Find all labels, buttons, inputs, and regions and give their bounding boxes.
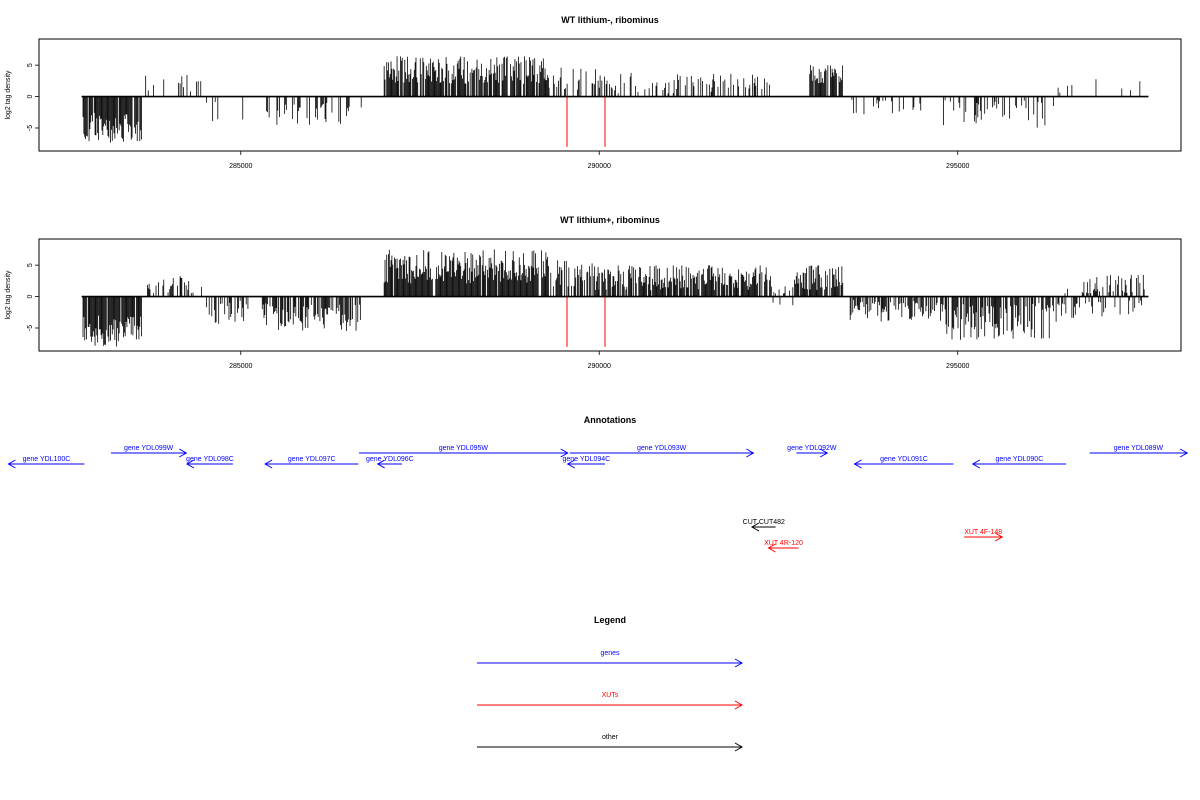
- signal-bars: [82, 56, 1141, 143]
- track-panel-lithium-plus: WT lithium+, ribominus log2 tag density …: [5, 215, 1182, 370]
- arrow-head: [376, 459, 385, 469]
- feature-label: gene YDL091C: [880, 456, 928, 463]
- y-axis-label: log2 tag density: [5, 270, 12, 320]
- feature-label: XUT 4R-120: [764, 540, 803, 547]
- legend-label: genes: [600, 650, 620, 657]
- feature-gene: gene YDL097C: [264, 456, 359, 469]
- feature-label: gene YDL089W: [1114, 445, 1164, 452]
- feature-label: gene YDL094C: [562, 456, 610, 463]
- highlight-bars: [566, 96, 606, 147]
- legend-arrow-head: [734, 700, 744, 710]
- annotations-title: Annotations: [584, 415, 637, 425]
- legend-title: Legend: [594, 615, 626, 625]
- feature-XUT: XUT 4R-120: [764, 540, 803, 553]
- arrow-head: [7, 459, 16, 469]
- plot-frame: [38, 238, 1182, 352]
- feature-XUT: XUT 4F-148: [964, 529, 1004, 542]
- y-tick-label: 0: [27, 95, 34, 99]
- arrow-head: [185, 459, 195, 469]
- y-tick-label: -5: [27, 325, 34, 331]
- feature-label: gene YDL092W: [787, 445, 837, 452]
- feature-gene: gene YDL095W: [359, 445, 569, 458]
- y-tick-label: 0: [27, 295, 34, 299]
- feature-gene: gene YDL093W: [569, 445, 755, 458]
- legend: Legend genes XUTs other: [477, 615, 744, 752]
- feature-label: XUT 4F-148: [964, 529, 1002, 536]
- x-tick-label: 290000: [588, 163, 611, 170]
- feature-gene: gene YDL100C: [7, 456, 85, 469]
- x-tick-label: 290000: [588, 363, 611, 370]
- y-axis: -5 0 5: [27, 263, 39, 331]
- x-tick-label: 285000: [229, 163, 252, 170]
- arrow-head: [819, 448, 829, 458]
- feature-label: gene YDL098C: [186, 456, 234, 463]
- arrow-head: [264, 459, 273, 469]
- arrow-head: [746, 448, 755, 458]
- arrow-head: [994, 532, 1004, 542]
- y-axis-label: log2 tag density: [5, 70, 12, 120]
- arrow-head: [179, 448, 188, 458]
- panel-title: WT lithium-, ribominus: [561, 15, 659, 25]
- feature-gene: gene YDL098C: [185, 456, 234, 469]
- arrow-head: [971, 459, 981, 469]
- feature-label: gene YDL100C: [23, 456, 71, 463]
- x-axis: 285000 290000 295000: [229, 351, 970, 370]
- legend-label: other: [602, 734, 619, 741]
- arrow-head: [853, 459, 862, 469]
- feature-label: gene YDL093W: [637, 445, 687, 452]
- arrow-head: [750, 522, 760, 532]
- feature-gene: gene YDL096C: [366, 456, 414, 469]
- legend-item: XUTs: [477, 692, 744, 710]
- feature-label: gene YDL090C: [996, 456, 1044, 463]
- x-tick-label: 295000: [946, 363, 969, 370]
- legend-item: other: [477, 734, 744, 752]
- plot-frame: [38, 38, 1182, 152]
- y-tick-label: 5: [27, 263, 34, 267]
- track-panel-lithium-minus: WT lithium-, ribominus log2 tag density …: [5, 15, 1182, 170]
- y-axis: -5 0 5: [27, 63, 39, 131]
- feature-gene: gene YDL099W: [110, 445, 188, 458]
- y-tick-label: -5: [27, 125, 34, 131]
- legend-item: genes: [477, 650, 744, 668]
- y-tick-label: 5: [27, 63, 34, 67]
- feature-gene: gene YDL092W: [787, 445, 837, 458]
- highlight-bars: [566, 296, 606, 347]
- feature-label: gene YDL096C: [366, 456, 414, 463]
- legend-arrow-head: [734, 658, 744, 668]
- feature-gene: gene YDL090C: [971, 456, 1066, 469]
- feature-arrows: gene YDL100C gene YDL099W gene YDL098C gene…: [7, 445, 1189, 553]
- x-axis: 285000 290000 295000: [229, 151, 970, 170]
- arrow-head: [560, 448, 569, 458]
- arrow-head: [1179, 448, 1189, 458]
- feature-gene: gene YDL094C: [562, 456, 610, 469]
- feature-label: gene YDL099W: [124, 445, 174, 452]
- x-tick-label: 285000: [229, 363, 252, 370]
- feature-label: gene YDL097C: [288, 456, 336, 463]
- legend-label: XUTs: [602, 692, 619, 699]
- feature-label: gene YDL095W: [439, 445, 489, 452]
- legend-arrow-head: [734, 742, 744, 752]
- feature-other: CUT CUT482: [743, 519, 785, 532]
- feature-label: CUT CUT482: [743, 519, 785, 526]
- feature-gene: gene YDL091C: [853, 456, 954, 469]
- x-tick-label: 295000: [946, 163, 969, 170]
- feature-gene: gene YDL089W: [1089, 445, 1189, 458]
- legend-items: genes XUTs other: [477, 650, 744, 752]
- panel-title: WT lithium+, ribominus: [560, 215, 660, 225]
- arrow-head: [767, 543, 776, 553]
- signal-bars: [82, 249, 1145, 347]
- arrow-head: [566, 459, 575, 469]
